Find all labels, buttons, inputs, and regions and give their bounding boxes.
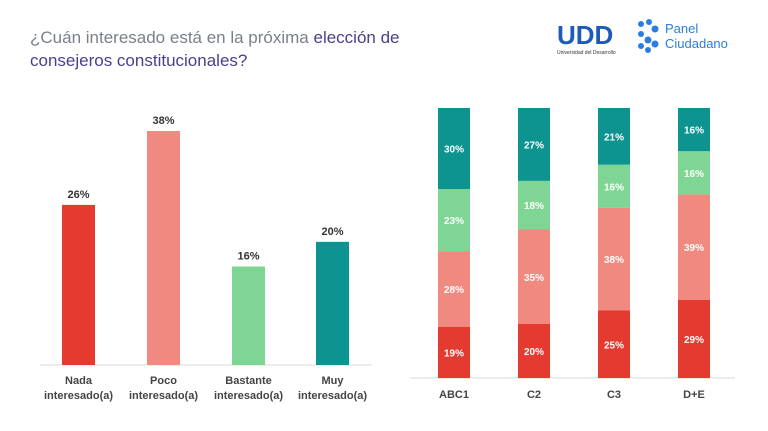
segment-label-1-1: 35% bbox=[524, 273, 544, 284]
stacked-segment-1-1 bbox=[518, 229, 550, 324]
segment-label-0-3: 30% bbox=[444, 145, 464, 156]
stacked-segment-0-1 bbox=[438, 251, 470, 327]
segment-label-3-3: 16% bbox=[684, 126, 704, 137]
data-label-1: 38% bbox=[152, 115, 174, 127]
x-tick-label-C3: C3 bbox=[607, 389, 621, 401]
x-tick-label-ABC1: ABC1 bbox=[439, 389, 469, 401]
segment-label-2-1: 38% bbox=[604, 255, 624, 266]
bar-2 bbox=[232, 266, 265, 365]
segment-label-1-3: 27% bbox=[524, 140, 544, 151]
logo-udd-subtitle: Universidad del Desarrollo bbox=[557, 50, 616, 56]
logo-panel: Panel bbox=[665, 21, 698, 36]
stacked-segment-2-0 bbox=[598, 310, 630, 378]
segment-label-0-0: 19% bbox=[444, 348, 464, 359]
stacked-segment-2-2 bbox=[598, 164, 630, 208]
logo: UDD Universidad del Desarrollo Panel Ciu… bbox=[557, 19, 728, 56]
stacked-segment-2-3 bbox=[598, 108, 630, 165]
stacked-segment-0-0 bbox=[438, 326, 470, 378]
bar-1 bbox=[147, 131, 180, 365]
stacked-segment-3-2 bbox=[678, 151, 710, 195]
data-label-0: 26% bbox=[67, 189, 89, 201]
stacked-segment-1-0 bbox=[518, 324, 550, 378]
segment-label-3-2: 16% bbox=[684, 169, 704, 180]
x-tick-label-3-0: Muy bbox=[322, 375, 345, 387]
title-highlight: elección de bbox=[313, 28, 400, 47]
segment-label-2-2: 16% bbox=[604, 182, 624, 193]
title-highlight-line2: consejeros constitucionales? bbox=[30, 51, 248, 70]
bar-3 bbox=[316, 241, 349, 365]
logo-ciudadano: Ciudadano bbox=[665, 36, 728, 51]
page-title: ¿Cuán interesado está en la próxima elec… bbox=[30, 26, 490, 72]
stacked-segment-3-1 bbox=[678, 194, 710, 300]
segment-label-1-0: 20% bbox=[524, 347, 544, 358]
segment-label-3-1: 39% bbox=[684, 243, 704, 254]
segment-label-2-0: 25% bbox=[604, 340, 624, 351]
stacked-segment-1-2 bbox=[518, 180, 550, 230]
segment-label-0-1: 28% bbox=[444, 285, 464, 296]
x-tick-label-1-0: Poco bbox=[150, 375, 177, 387]
stacked-segment-0-3 bbox=[438, 108, 470, 189]
stacked-segment-1-3 bbox=[518, 108, 550, 181]
bar-0 bbox=[62, 204, 95, 365]
x-tick-label-D+E: D+E bbox=[683, 389, 705, 401]
x-tick-label-2-1: interesado(a) bbox=[214, 390, 283, 402]
segment-label-0-2: 23% bbox=[444, 216, 464, 227]
stacked-segment-2-1 bbox=[598, 207, 630, 311]
logo-udd: UDD bbox=[557, 20, 613, 50]
x-tick-label-0-1: interesado(a) bbox=[44, 390, 113, 402]
segment-label-2-3: 21% bbox=[604, 132, 624, 143]
data-label-3: 20% bbox=[321, 226, 343, 238]
x-tick-label-C2: C2 bbox=[527, 389, 541, 401]
x-tick-label-1-1: interesado(a) bbox=[129, 390, 198, 402]
data-label-2: 16% bbox=[237, 250, 259, 262]
stacked-segment-0-2 bbox=[438, 189, 470, 252]
x-tick-label-3-1: interesado(a) bbox=[298, 390, 367, 402]
segment-label-1-2: 18% bbox=[524, 201, 544, 212]
segment-label-3-0: 29% bbox=[684, 335, 704, 346]
panel-dots-icon bbox=[638, 19, 659, 53]
title-text: ¿Cuán interesado está en la próxima bbox=[30, 28, 314, 47]
x-tick-label-2-0: Bastante bbox=[225, 375, 271, 387]
stacked-segment-3-3 bbox=[678, 108, 710, 152]
stacked-segment-3-0 bbox=[678, 299, 710, 378]
x-tick-label-0-0: Nada bbox=[65, 375, 93, 387]
